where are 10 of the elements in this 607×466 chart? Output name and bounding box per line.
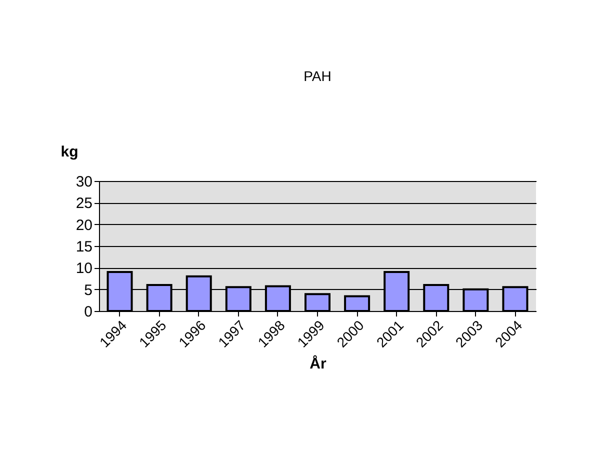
y-tick-label: 5 [84,282,92,299]
y-axis-title: kg [60,144,78,160]
y-tick-label: 15 [76,238,92,256]
x-axis-title: År [310,354,326,372]
y-tick-label: 10 [76,260,92,278]
y-tick-label: 0 [84,304,92,320]
y-tick-label: 20 [76,216,92,234]
chart-title: PAH [304,68,332,84]
y-tick-label: 25 [76,195,92,212]
y-tick-label: 30 [76,174,92,190]
